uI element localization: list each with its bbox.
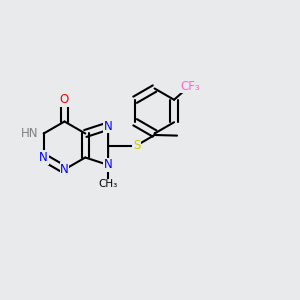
Text: N: N: [104, 120, 112, 133]
Text: N: N: [39, 151, 48, 164]
Text: O: O: [60, 93, 69, 106]
Text: HN: HN: [21, 127, 38, 140]
Text: S: S: [133, 139, 140, 152]
Text: N: N: [60, 163, 69, 176]
Text: CF₃: CF₃: [181, 80, 200, 93]
Text: N: N: [104, 158, 112, 171]
Text: CH₃: CH₃: [98, 179, 118, 189]
